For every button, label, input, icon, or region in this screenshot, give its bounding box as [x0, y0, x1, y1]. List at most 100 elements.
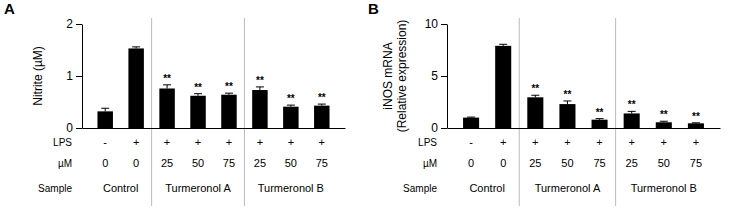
group-separator: [519, 18, 520, 206]
tick-mark: [441, 24, 447, 25]
panel: ControlTurmeronol ATurmeronol B*********…: [4, 0, 346, 206]
significance-label: **: [318, 92, 326, 103]
error-bar: [563, 101, 571, 104]
error-cap: [692, 122, 700, 123]
bar: [495, 46, 511, 128]
category-label: +: [319, 136, 325, 148]
axis-title: iNOS mRNA: [381, 42, 395, 109]
tick: 0: [66, 121, 82, 135]
category-label: +: [257, 136, 263, 148]
category-label: +: [564, 136, 570, 148]
row-label: µM: [423, 158, 437, 169]
error-bar: [499, 44, 507, 46]
error-bar: [692, 122, 700, 124]
group-separator: [244, 18, 245, 206]
group-label: Turmeronol B: [258, 182, 324, 194]
tick: 2: [66, 17, 82, 31]
axis-line: [83, 128, 346, 129]
bar: [283, 107, 298, 128]
error-bar: [132, 47, 140, 49]
category-label: +: [226, 136, 232, 148]
error-bar: [467, 117, 475, 119]
error-bar: [318, 104, 326, 106]
error-stem: [167, 85, 168, 89]
tick-mark: [76, 76, 82, 77]
bar: [656, 122, 672, 128]
error-bar: [660, 121, 668, 122]
tick: 5: [431, 69, 447, 83]
panel-title: B: [368, 0, 379, 17]
panel-title: A: [4, 0, 15, 17]
error-cap: [628, 111, 636, 112]
error-bar: [101, 108, 109, 111]
bar: [624, 113, 640, 128]
category-label: +: [133, 136, 139, 148]
row-label: Sample: [38, 183, 72, 194]
bar: [314, 106, 329, 128]
tick-label: 0: [431, 121, 438, 135]
group-separator: [151, 18, 152, 206]
concentration-label: 75: [316, 157, 328, 169]
row-label: LPS: [53, 137, 72, 148]
concentration-label: 50: [285, 157, 297, 169]
category-label: +: [693, 136, 699, 148]
concentration-label: 0: [102, 157, 108, 169]
error-cap: [163, 84, 171, 85]
axis-title: Nitrite (µM): [31, 46, 45, 106]
significance-label: **: [531, 83, 539, 94]
row-label: µM: [58, 158, 72, 169]
error-cap: [256, 86, 264, 87]
tick-label: 1: [66, 69, 73, 83]
category-label: +: [164, 136, 170, 148]
error-bar: [531, 95, 539, 97]
concentration-label: 75: [690, 157, 702, 169]
bar: [559, 104, 575, 128]
category-label: -: [103, 136, 107, 148]
significance-label: **: [225, 81, 233, 92]
category-label: +: [532, 136, 538, 148]
concentration-label: 0: [500, 157, 506, 169]
tick: 1: [66, 69, 82, 83]
marks: [97, 47, 329, 128]
bar: [128, 48, 143, 128]
bar: [527, 97, 543, 128]
group-separator: [615, 18, 616, 206]
axis-line: [448, 128, 721, 129]
error-cap: [467, 117, 475, 118]
tick: 10: [425, 17, 447, 31]
significance-label: **: [194, 82, 202, 93]
bar: [463, 118, 479, 128]
significance-label: **: [596, 107, 604, 118]
tick: 0: [431, 121, 447, 135]
error-cap: [225, 93, 233, 94]
tick-mark: [76, 24, 82, 25]
axis-line: [447, 25, 448, 129]
error-cap: [194, 93, 202, 94]
tick-mark: [441, 128, 447, 129]
error-bar: [256, 87, 264, 90]
error-cap: [499, 44, 507, 45]
error-bar: [287, 105, 295, 107]
category-label: +: [596, 136, 602, 148]
tick-label: 0: [66, 121, 73, 135]
concentration-label: 0: [133, 157, 139, 169]
bar: [159, 88, 174, 128]
tick-label: 2: [66, 17, 73, 31]
concentration-label: 75: [223, 157, 235, 169]
tick-label: 10: [425, 17, 439, 31]
bar: [592, 120, 608, 128]
y-axis: 0 1 2: [66, 17, 82, 135]
significance-label: **: [163, 73, 171, 84]
bar: [221, 95, 236, 128]
group-label: Control: [103, 182, 138, 194]
category-label: +: [288, 136, 294, 148]
panel: ControlTurmeronol ATurmeronol B*********…: [368, 0, 721, 206]
significance-label: **: [287, 93, 295, 104]
significance-label: **: [564, 89, 572, 100]
error-bar: [225, 93, 233, 95]
tick-mark: [76, 128, 82, 129]
concentration-label: 50: [192, 157, 204, 169]
concentration-label: 25: [529, 157, 541, 169]
bar: [97, 111, 112, 128]
group-label: Turmeronol A: [535, 182, 601, 194]
